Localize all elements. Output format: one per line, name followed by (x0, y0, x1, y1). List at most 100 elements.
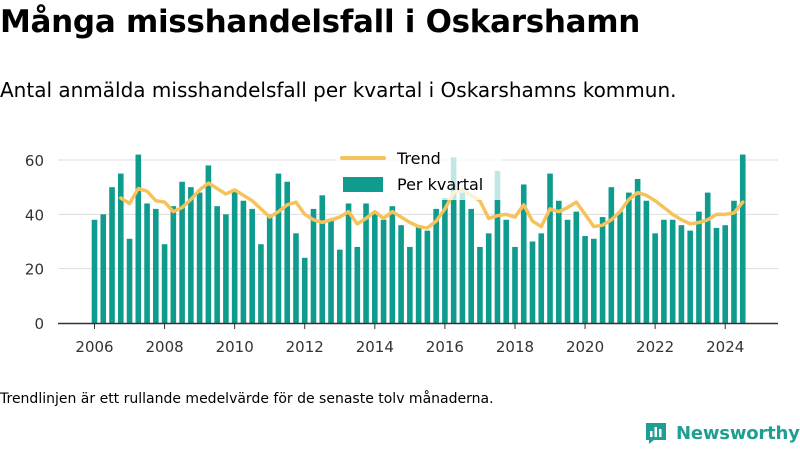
bar (275, 173, 282, 323)
bar (196, 192, 203, 323)
bar (477, 246, 483, 323)
brand-name: Newsworthy (676, 422, 800, 444)
bar (485, 233, 492, 323)
x-tick-label: 2010 (216, 338, 254, 356)
x-tick-label: 2014 (356, 338, 394, 356)
bar (696, 211, 702, 323)
bar (100, 214, 107, 323)
bar (126, 238, 133, 323)
bar (739, 154, 746, 323)
bar (634, 179, 641, 323)
bar (345, 203, 352, 323)
legend: Trend Per kvartal (336, 146, 502, 200)
bar (231, 189, 238, 323)
bar (573, 211, 580, 323)
bar (117, 173, 124, 323)
y-axis-ticks: 0 20 40 60 (25, 152, 44, 333)
x-tick-label: 2006 (75, 338, 113, 356)
bar (608, 187, 615, 323)
bar (240, 200, 247, 323)
trend-line (119, 181, 745, 230)
bar (704, 192, 711, 323)
x-tick-label: 2024 (706, 338, 744, 356)
bar (301, 257, 308, 323)
bar (266, 214, 273, 323)
bar (161, 244, 168, 323)
bar (109, 187, 115, 323)
bar (442, 198, 448, 323)
x-tick-label: 2022 (636, 338, 674, 356)
brand[interactable]: Newsworthy (644, 419, 800, 447)
y-tick-label: 60 (25, 152, 44, 170)
bar (520, 184, 527, 323)
bar (310, 208, 317, 323)
bar (415, 225, 422, 323)
bar (293, 233, 299, 323)
bar (188, 187, 194, 323)
bar (468, 208, 474, 323)
x-tick-label: 2016 (426, 338, 464, 356)
bar (512, 246, 518, 323)
bar (503, 219, 510, 323)
bar (582, 236, 588, 323)
bar (459, 192, 466, 323)
bar (170, 206, 177, 323)
page-title: Många misshandelsfall i Oskarshamn (0, 4, 641, 40)
bar (547, 173, 553, 323)
bar (661, 219, 667, 323)
legend-bar-swatch (343, 177, 383, 192)
bar (555, 200, 562, 323)
newsworthy-logo-icon (646, 423, 666, 444)
y-tick-label: 40 (25, 206, 44, 224)
page-subtitle: Antal anmälda misshandelsfall per kvarta… (0, 78, 677, 102)
bar (643, 200, 650, 323)
bar (249, 208, 255, 323)
bar (389, 206, 396, 323)
legend-trend-label: Trend (396, 149, 441, 168)
bar (529, 241, 536, 323)
bar (591, 238, 597, 323)
bar (179, 181, 185, 323)
bar (652, 233, 658, 323)
bar (722, 225, 729, 323)
bar (336, 249, 343, 323)
y-tick-label: 20 (25, 261, 44, 279)
bar (713, 227, 720, 323)
bar (372, 211, 378, 323)
bar (258, 244, 264, 323)
legend-bar-label: Per kvartal (397, 175, 483, 194)
x-tick-label: 2008 (145, 338, 183, 356)
bar (135, 154, 142, 323)
bar (424, 230, 431, 323)
trend-series (119, 181, 745, 230)
bar (433, 208, 439, 323)
bar (538, 233, 545, 323)
bar (380, 219, 387, 323)
bar (564, 219, 571, 323)
x-tick-label: 2012 (286, 338, 324, 356)
bar (205, 165, 212, 323)
bar (599, 217, 606, 323)
bar (678, 225, 685, 323)
bar (687, 230, 693, 323)
bar (223, 214, 229, 323)
bar (328, 219, 334, 323)
bar (398, 225, 404, 323)
footnote: Trendlinjen är ett rullande medelvärde f… (0, 391, 494, 407)
bar (407, 246, 413, 323)
bar (91, 219, 98, 323)
bar (494, 170, 501, 323)
bar (354, 246, 361, 323)
bar (669, 219, 676, 323)
x-tick-label: 2018 (496, 338, 534, 356)
bar (731, 200, 737, 323)
bar (319, 195, 326, 323)
x-axis: 2006 2008 2010 2012 2014 2016 2018 2020 2022 2024 (58, 322, 778, 356)
bar (617, 211, 623, 323)
bar (144, 203, 150, 323)
y-tick-label: 0 (34, 315, 44, 333)
bar (284, 181, 291, 323)
bar-series (91, 154, 746, 323)
